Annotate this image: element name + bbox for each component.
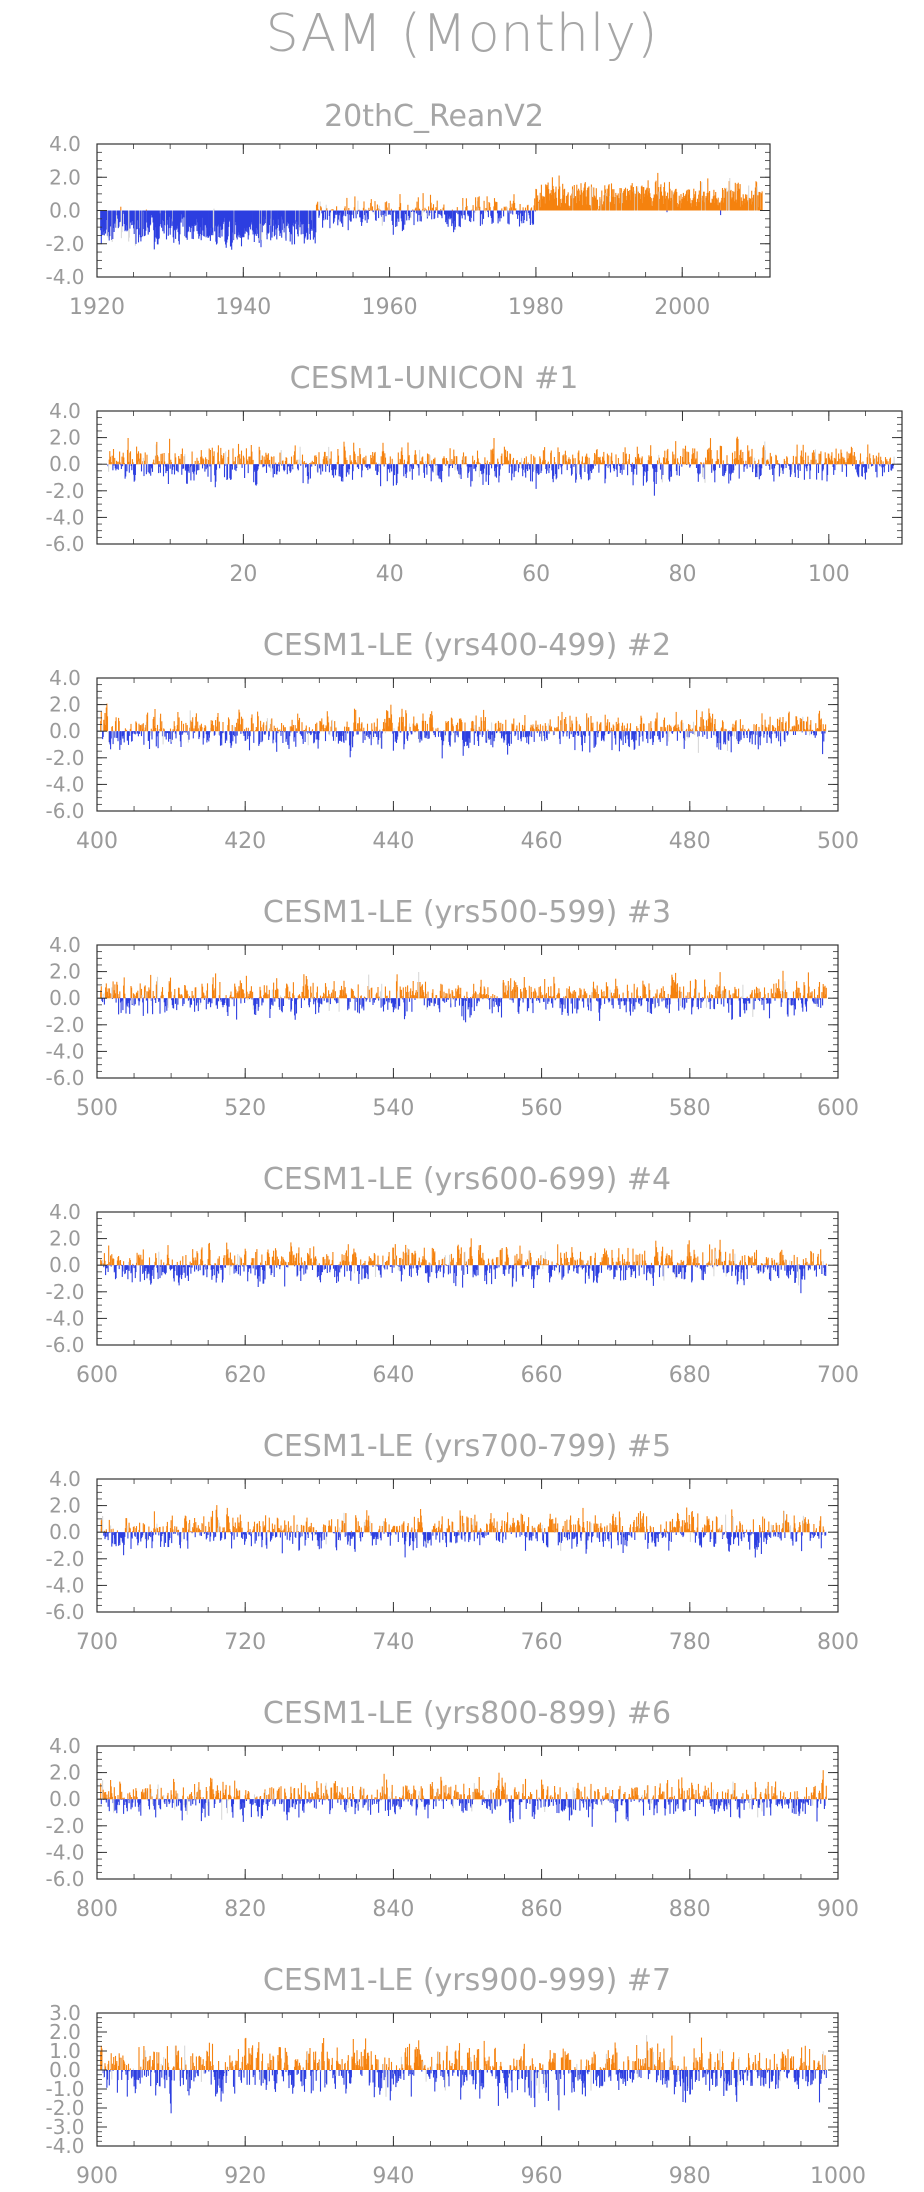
- y-tick-label: 0.0: [49, 199, 81, 223]
- panel-title: 20thC_ReanV2: [324, 99, 544, 134]
- x-tick-label: 440: [372, 829, 414, 854]
- y-tick-label: 0.0: [49, 452, 81, 476]
- x-tick-label: 80: [668, 562, 696, 587]
- y-tick-label: 2.0: [49, 426, 81, 450]
- x-tick-label: 500: [817, 829, 859, 854]
- y-tick-label: 0.0: [49, 719, 81, 743]
- sam-panel-2: CESM1-LE (yrs400-499) #2 4.0 2.00.0 -2.0-4.…: [45, 628, 859, 854]
- y-tick-label: 2.0: [49, 165, 81, 189]
- x-tick-label: 100: [808, 562, 850, 587]
- x-tick-label: 1920: [69, 295, 125, 320]
- sam-panel-1: CESM1-UNICON #1 4.0 2.00.0 -2.0-4.0 -6.0 20 40…: [45, 361, 903, 587]
- y-tick-label: -6.0: [45, 799, 84, 823]
- bar-series: [100, 703, 827, 759]
- y-tick-label: -2.0: [45, 746, 84, 770]
- y-tick-label: -4.0: [45, 772, 84, 796]
- x-tick-label: 1980: [508, 295, 564, 320]
- plot-frame: [96, 410, 903, 545]
- x-tick-label: 2000: [654, 295, 710, 320]
- x-tick-label: 1940: [215, 295, 271, 320]
- x-tick-label: 40: [376, 562, 404, 587]
- figure-title: SAM (Monthly): [265, 4, 659, 64]
- y-tick-label: 4.0: [49, 132, 81, 156]
- bar-series: [100, 970, 827, 1023]
- panel-title: CESM1-LE (yrs400-499) #2: [263, 628, 671, 663]
- x-tick-label: 400: [76, 829, 118, 854]
- y-tick-label: 4.0: [49, 399, 81, 423]
- y-tick-label: 2.0: [49, 693, 81, 717]
- y-tick-label: -4.0: [45, 265, 84, 289]
- x-tick-label: 1960: [362, 295, 418, 320]
- y-tick-label: 4.0: [49, 666, 81, 690]
- bar-series: [107, 436, 895, 496]
- x-tick-label: 60: [522, 562, 550, 587]
- panel-title: CESM1-UNICON #1: [290, 361, 579, 396]
- sam-panel-0: 20thC_ReanV2 4.0 2.0 0.0 -2.0 -4.0 1920 1940 196…: [45, 99, 771, 320]
- y-tick-label: -6.0: [45, 532, 84, 556]
- y-tick-label: -2.0: [45, 232, 84, 256]
- x-tick-label: 460: [521, 829, 563, 854]
- y-tick-label: -4.0: [45, 505, 84, 529]
- x-tick-label: 20: [229, 562, 257, 587]
- sam-panel-3: CESM1-LE (yrs500-599) #34.02.00.0-2.0-4.…: [45, 895, 859, 1121]
- panel-title: CESM1-LE (yrs500-599) #3: [263, 895, 671, 930]
- y-tick-label: -2.0: [45, 479, 84, 503]
- x-tick-label: 480: [669, 829, 711, 854]
- bar-series: [100, 172, 763, 250]
- x-tick-label: 420: [224, 829, 266, 854]
